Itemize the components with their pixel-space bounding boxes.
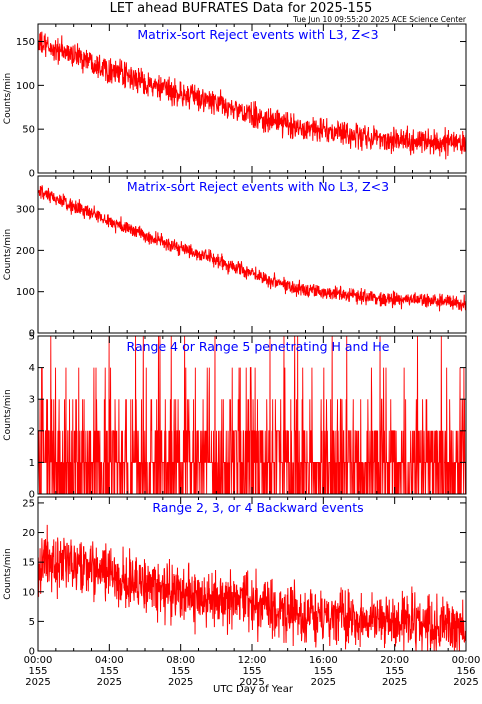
x-tick-label: 155	[242, 666, 261, 677]
y-tick-label: 15	[22, 558, 35, 569]
y-axis-label: Counts/min	[3, 73, 13, 124]
panel-subtitle: Range 4 or Range 5 penetrating H and He	[127, 339, 390, 354]
y-tick-label: 1	[29, 458, 35, 469]
panel-3: 0 1 2 3 4 5 Range 4 or Range 5 penetrating H a…	[3, 332, 467, 501]
series-line	[38, 336, 466, 494]
y-axis-label: Counts/min	[3, 229, 13, 280]
x-axis-title: UTC Day of Year	[213, 684, 294, 695]
y-tick-label: 5	[29, 617, 35, 628]
x-tick-label: 2025	[97, 677, 122, 688]
timestamp: Tue Jun 10 09:55:20 2025 ACE Science Cen…	[292, 15, 467, 24]
x-tick-label: 2025	[453, 677, 478, 688]
x-axis-tick-labels: 00:00155202504:00155202508:00155202512:0…	[24, 655, 481, 688]
x-tick-label: 156	[456, 666, 475, 677]
series-line	[38, 185, 466, 312]
series-line	[38, 524, 466, 651]
panel-1: 0 50 100 150 Matrix-sort Reject events with …	[3, 23, 467, 180]
x-tick-label: 2025	[25, 677, 50, 688]
x-tick-label: 155	[385, 666, 404, 677]
x-tick-label: 2025	[311, 677, 336, 688]
panel-frame	[37, 175, 467, 334]
x-tick-label: 04:00	[95, 655, 124, 666]
y-tick-label: 50	[22, 125, 35, 136]
x-tick-label: 00:00	[452, 655, 481, 666]
y-tick-label: 25	[22, 498, 35, 509]
y-tick-label: 5	[29, 332, 35, 343]
panel-2: 0 100 200 300 Matrix-sort Reject events with…	[3, 175, 467, 340]
x-tick-label: 20:00	[380, 655, 409, 666]
y-tick-label: 100	[16, 81, 35, 92]
y-tick-label: 0	[29, 490, 35, 501]
panel-subtitle: Matrix-sort Reject events with No L3, Z<…	[127, 179, 389, 194]
y-tick-label: 3	[29, 395, 35, 406]
x-tick-label: 155	[314, 666, 333, 677]
y-tick-label: 300	[16, 205, 35, 216]
y-axis-label: Counts/min	[3, 548, 13, 599]
y-tick-label: 20	[22, 528, 35, 539]
chart-title: LET ahead BUFRATES Data for 2025-155	[110, 1, 373, 16]
y-tick-label: 0	[29, 329, 35, 340]
x-tick-label: 12:00	[238, 655, 267, 666]
y-tick-label: 10	[22, 587, 35, 598]
panel-subtitle: Range 2, 3, or 4 Backward events	[152, 500, 363, 515]
y-tick-label: 2	[29, 426, 35, 437]
x-tick-label: 2025	[168, 677, 193, 688]
x-tick-label: 155	[171, 666, 190, 677]
x-tick-label: 155	[100, 666, 119, 677]
y-tick-label: 100	[16, 287, 35, 298]
x-tick-label: 16:00	[309, 655, 338, 666]
x-tick-label: 2025	[382, 677, 407, 688]
y-tick-label: 200	[16, 246, 35, 257]
y-tick-label: 0	[29, 647, 35, 658]
y-axis-label: Counts/min	[3, 389, 13, 440]
panel-subtitle: Matrix-sort Reject events with L3, Z<3	[137, 27, 378, 42]
x-tick-label: 08:00	[166, 655, 195, 666]
y-tick-label: 150	[16, 37, 35, 48]
panel-4: 0 5 10 15 20 25 Range 2, 3, or 4 Backward even…	[3, 496, 467, 658]
y-tick-label: 4	[29, 363, 35, 374]
x-tick-label: 2025	[239, 677, 264, 688]
x-tick-label: 00:00	[24, 655, 53, 666]
series-line	[38, 31, 466, 160]
y-tick-label: 0	[29, 169, 35, 180]
x-tick-label: 155	[28, 666, 47, 677]
panel-frame	[37, 23, 467, 174]
